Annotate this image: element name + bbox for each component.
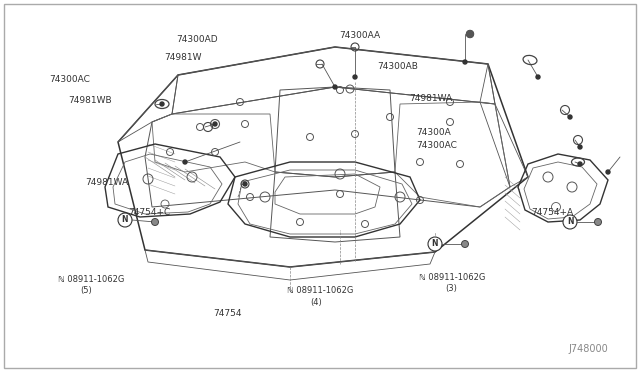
Circle shape bbox=[606, 170, 610, 174]
Circle shape bbox=[461, 241, 468, 247]
Text: (4): (4) bbox=[310, 298, 322, 307]
Circle shape bbox=[595, 218, 602, 225]
Text: 74981WB: 74981WB bbox=[68, 96, 112, 105]
Text: J748000: J748000 bbox=[568, 344, 608, 354]
Text: (5): (5) bbox=[80, 286, 92, 295]
Text: 74981WA: 74981WA bbox=[410, 94, 452, 103]
Text: 74754+C: 74754+C bbox=[128, 208, 170, 217]
Circle shape bbox=[118, 213, 132, 227]
Circle shape bbox=[578, 162, 582, 166]
Text: N: N bbox=[567, 218, 573, 227]
Circle shape bbox=[536, 75, 540, 79]
Text: (3): (3) bbox=[445, 284, 457, 293]
Text: 74754: 74754 bbox=[213, 309, 241, 318]
Circle shape bbox=[563, 215, 577, 229]
Circle shape bbox=[353, 75, 357, 79]
Text: ℕ 08911-1062G: ℕ 08911-1062G bbox=[58, 275, 124, 283]
Circle shape bbox=[213, 122, 217, 126]
Circle shape bbox=[578, 145, 582, 149]
Circle shape bbox=[467, 31, 474, 38]
Text: 74300AD: 74300AD bbox=[176, 35, 218, 44]
Text: 74300AA: 74300AA bbox=[339, 31, 380, 40]
Text: 74981W: 74981W bbox=[164, 53, 202, 62]
Circle shape bbox=[467, 31, 474, 38]
Text: N: N bbox=[122, 215, 128, 224]
Circle shape bbox=[463, 60, 467, 64]
Circle shape bbox=[333, 85, 337, 89]
Circle shape bbox=[243, 182, 247, 186]
Circle shape bbox=[152, 218, 159, 225]
Text: ℕ 08911-1062G: ℕ 08911-1062G bbox=[419, 273, 486, 282]
Text: 74300A: 74300A bbox=[416, 128, 451, 137]
Circle shape bbox=[568, 115, 572, 119]
Text: N: N bbox=[432, 240, 438, 248]
Circle shape bbox=[160, 102, 164, 106]
Text: ℕ 08911-1062G: ℕ 08911-1062G bbox=[287, 286, 353, 295]
Text: 74300AB: 74300AB bbox=[378, 62, 419, 71]
Text: 74754+A: 74754+A bbox=[531, 208, 573, 217]
Text: 74300AC: 74300AC bbox=[416, 141, 457, 150]
Circle shape bbox=[183, 160, 187, 164]
Text: 74300AC: 74300AC bbox=[49, 76, 90, 84]
Circle shape bbox=[428, 237, 442, 251]
Text: 74981WA: 74981WA bbox=[85, 178, 128, 187]
